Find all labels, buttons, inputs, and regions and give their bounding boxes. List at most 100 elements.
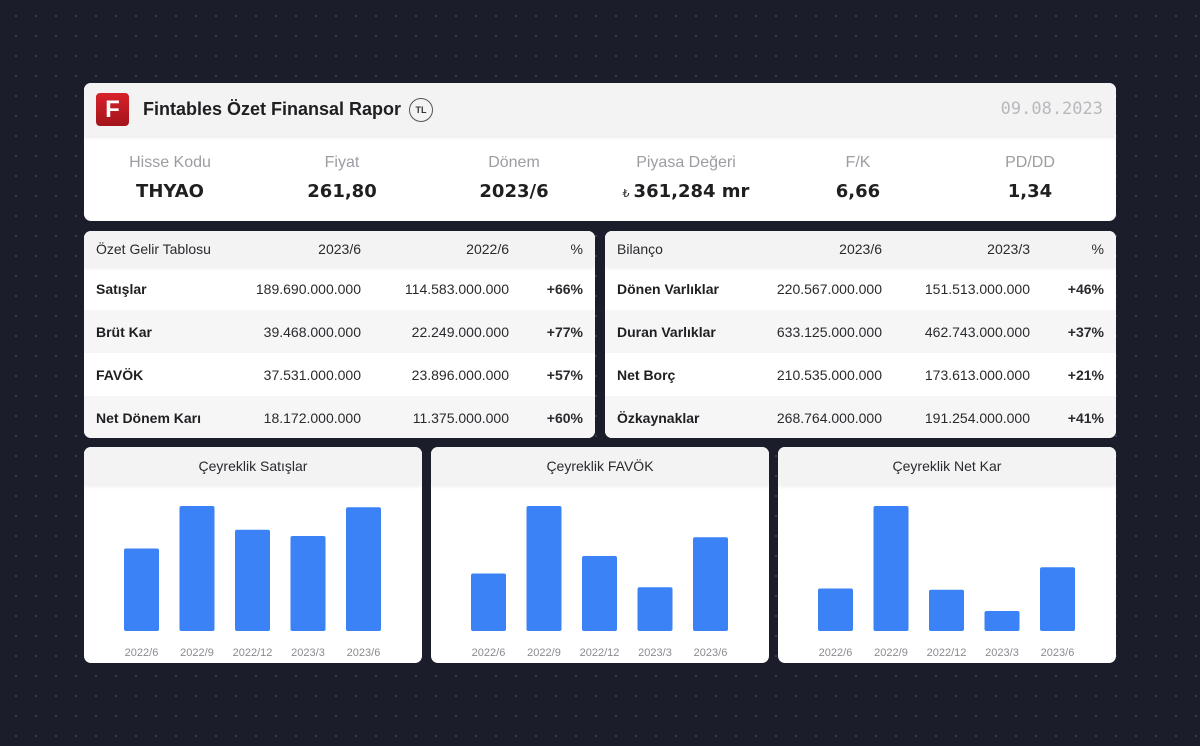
bar <box>346 507 381 631</box>
cell-value: 114.583.000.000 <box>404 280 509 297</box>
bar <box>984 611 1020 631</box>
bar <box>471 573 506 631</box>
x-tick-label: 2022/12 <box>233 647 273 659</box>
x-tick-label: 2023/6 <box>347 647 381 659</box>
balance-sheet-table: Bilanço 2023/6 2023/3 % Dönen Varlıklar … <box>605 231 1116 438</box>
report-date: 09.08.2023 <box>1000 99 1103 119</box>
metric-label: Piyasa Değeri <box>636 154 736 171</box>
row-label: FAVÖK <box>96 366 144 383</box>
change-percent: +57% <box>546 366 583 383</box>
metric-value: 2023/6 <box>479 181 549 202</box>
metric-price: Fiyat 261,80 <box>256 136 428 221</box>
row-label: Brüt Kar <box>96 323 153 340</box>
metric-label: F/K <box>845 154 871 171</box>
cell-value: 23.896.000.000 <box>411 366 509 383</box>
row-label: Net Borç <box>617 366 676 383</box>
metric-label: PD/DD <box>1005 154 1055 171</box>
metric-value: ₺ 361,284 mr <box>623 181 750 202</box>
x-tick-label: 2022/6 <box>472 647 506 659</box>
bar <box>526 506 562 631</box>
metric-ticker: Hisse Kodu THYAO <box>84 136 256 221</box>
column-header: Özet Gelir Tablosu <box>96 241 211 257</box>
column-header: Bilanço <box>617 241 663 257</box>
x-tick-label: 2023/6 <box>694 647 728 659</box>
change-percent: +60% <box>546 409 583 426</box>
table-row: Net Dönem Karı 18.172.000.000 11.375.000… <box>84 396 595 438</box>
metric-period: Dönem 2023/6 <box>428 136 600 221</box>
row-label: Özkaynaklar <box>617 409 700 426</box>
chart-plot: 2022/6 2022/9 2022/12 2023/3 2023/6 <box>124 506 381 659</box>
cell-value: 173.613.000.000 <box>924 366 1030 383</box>
income-statement-table: Özet Gelir Tablosu 2023/6 2022/6 % Satış… <box>84 231 595 438</box>
x-tick-label: 2022/9 <box>874 647 908 659</box>
chart-title: Çeyreklik FAVÖK <box>431 447 769 485</box>
bar <box>1040 567 1075 631</box>
change-percent: +77% <box>546 323 583 340</box>
x-tick-label: 2022/12 <box>580 647 620 659</box>
cell-value: 11.375.000.000 <box>412 409 509 426</box>
market-cap-value: 361,284 mr <box>633 181 750 202</box>
chart-title: Çeyreklik Net Kar <box>778 447 1116 485</box>
cell-value: 633.125.000.000 <box>776 323 882 340</box>
table-row: Duran Varlıklar 633.125.000.000 462.743.… <box>605 310 1116 353</box>
x-tick-label: 2022/9 <box>180 647 214 659</box>
column-header: 2023/6 <box>318 241 361 257</box>
metric-market-cap: Piyasa Değeri ₺ 361,284 mr <box>600 136 772 221</box>
bar <box>124 548 159 631</box>
table-row: Dönen Varlıklar 220.567.000.000 151.513.… <box>605 267 1116 310</box>
x-tick-label: 2023/3 <box>985 647 1019 659</box>
x-tick-label: 2022/6 <box>125 647 159 659</box>
column-header: % <box>1091 241 1104 257</box>
x-tick-label: 2023/3 <box>291 647 325 659</box>
table-header-row: Özet Gelir Tablosu 2023/6 2022/6 % <box>84 231 595 267</box>
metric-pe: F/K 6,66 <box>772 136 944 221</box>
income-statement-card: Özet Gelir Tablosu 2023/6 2022/6 % Satış… <box>84 231 595 438</box>
chart-title: Çeyreklik Satışlar <box>84 447 422 485</box>
bar <box>290 536 326 631</box>
table-row: FAVÖK 37.531.000.000 23.896.000.000 +57% <box>84 353 595 396</box>
cell-value: 22.249.000.000 <box>411 323 509 340</box>
table-row: Satışlar 189.690.000.000 114.583.000.000… <box>84 267 595 310</box>
change-percent: +21% <box>1067 366 1104 383</box>
table-row: Net Borç 210.535.000.000 173.613.000.000… <box>605 353 1116 396</box>
bar <box>873 506 909 631</box>
metric-label: Fiyat <box>324 154 360 171</box>
table-row: Özkaynaklar 268.764.000.000 191.254.000.… <box>605 396 1116 438</box>
change-percent: +66% <box>546 280 583 297</box>
cell-value: 18.172.000.000 <box>263 409 361 426</box>
row-label: Net Dönem Karı <box>96 409 202 426</box>
bar <box>693 537 728 631</box>
quarterly-net-profit-chart: Çeyreklik Net Kar 2022/6 2022/9 2022/12 202… <box>778 447 1116 663</box>
chart-plot: 2022/6 2022/9 2022/12 2023/3 2023/6 <box>471 506 728 659</box>
metrics-row: Hisse Kodu THYAO Fiyat 261,80 Dönem 2023… <box>84 136 1116 221</box>
fintables-logo: F <box>96 93 129 126</box>
cell-value: 189.690.000.000 <box>255 280 361 297</box>
chart-plot: 2022/6 2022/9 2022/12 2023/3 2023/6 <box>818 506 1075 659</box>
change-percent: +37% <box>1067 323 1104 340</box>
column-header: 2023/6 <box>839 241 882 257</box>
column-header: 2022/6 <box>466 241 509 257</box>
cell-value: 37.531.000.000 <box>263 366 361 383</box>
metric-value: 6,66 <box>835 181 881 202</box>
table-header-row: Bilanço 2023/6 2023/3 % <box>605 231 1116 267</box>
row-label: Satışlar <box>96 280 147 297</box>
change-percent: +41% <box>1067 409 1104 426</box>
cell-value: 220.567.000.000 <box>776 280 882 297</box>
bar <box>582 556 617 631</box>
summary-card: F Fintables Özet Finansal Rapor TL 09.08… <box>84 83 1116 221</box>
change-percent: +46% <box>1067 280 1104 297</box>
metric-value: THYAO <box>136 181 204 202</box>
x-tick-label: 2022/6 <box>819 647 853 659</box>
x-tick-label: 2023/6 <box>1041 647 1075 659</box>
cell-value: 268.764.000.000 <box>776 409 882 426</box>
x-tick-label: 2022/9 <box>527 647 561 659</box>
quarterly-sales-chart: Çeyreklik Satışlar 2022/6 2022/9 2022/12 20… <box>84 447 422 663</box>
balance-sheet-card: Bilanço 2023/6 2023/3 % Dönen Varlıklar … <box>605 231 1116 438</box>
x-tick-label: 2022/12 <box>927 647 967 659</box>
quarterly-ebitda-chart: Çeyreklik FAVÖK 2022/6 2022/9 2022/12 2023/… <box>431 447 769 663</box>
column-header: 2023/3 <box>987 241 1030 257</box>
column-header: % <box>570 241 583 257</box>
report-title: Fintables Özet Finansal Rapor <box>143 99 402 119</box>
bar <box>929 589 964 631</box>
row-label: Duran Varlıklar <box>617 323 716 340</box>
